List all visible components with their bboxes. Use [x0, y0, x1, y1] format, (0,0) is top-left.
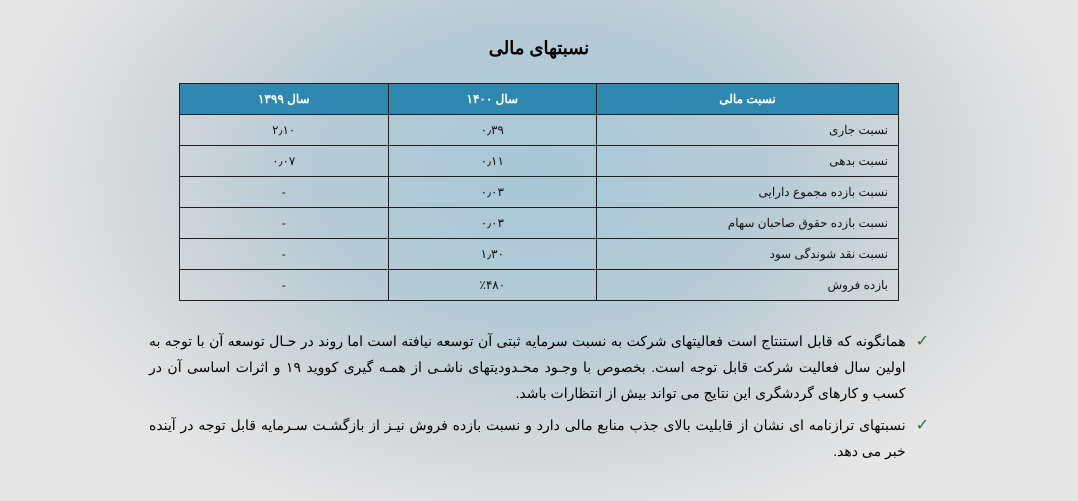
cell-y1399: -: [180, 239, 389, 270]
cell-y1399: ۲٫۱۰: [180, 115, 389, 146]
table-row: بازده فروش ٪۴۸۰ -: [180, 270, 899, 301]
table-row: نسبت بازده مجموع دارایی ۰٫۰۳ -: [180, 177, 899, 208]
ratios-table-wrap: نسبت مالی سال ۱۴۰۰ سال ۱۳۹۹ نسبت جاری ۰٫…: [179, 83, 899, 301]
table-row: نسبت جاری ۰٫۳۹ ۲٫۱۰: [180, 115, 899, 146]
bullet-item: ✓ همانگونه که قابل استنتاج است فعالیتهای…: [149, 329, 929, 407]
col-header-y1399: سال ۱۳۹۹: [180, 84, 389, 115]
cell-y1400: ۰٫۱۱: [388, 146, 597, 177]
cell-y1399: ۰٫۰۷: [180, 146, 389, 177]
cell-y1400: ۰٫۰۳: [388, 177, 597, 208]
ratios-table: نسبت مالی سال ۱۴۰۰ سال ۱۳۹۹ نسبت جاری ۰٫…: [179, 83, 899, 301]
cell-ratio-name: نسبت جاری: [597, 115, 899, 146]
table-header: نسبت مالی سال ۱۴۰۰ سال ۱۳۹۹: [180, 84, 899, 115]
cell-y1400: ۰٫۰۳: [388, 208, 597, 239]
bullet-item: ✓ نسبتهای ترازنامه ای نشان از قابلیت بال…: [149, 413, 929, 465]
cell-ratio-name: نسبت بازده مجموع دارایی: [597, 177, 899, 208]
cell-y1399: -: [180, 177, 389, 208]
cell-ratio-name: بازده فروش: [597, 270, 899, 301]
checkmark-icon: ✓: [916, 331, 929, 351]
table-body: نسبت جاری ۰٫۳۹ ۲٫۱۰ نسبت بدهی ۰٫۱۱ ۰٫۰۷ …: [180, 115, 899, 301]
page-title: نسبتهای مالی: [0, 38, 1078, 59]
cell-ratio-name: نسبت بدهی: [597, 146, 899, 177]
cell-y1400: ۰٫۳۹: [388, 115, 597, 146]
cell-y1400: ٪۴۸۰: [388, 270, 597, 301]
cell-ratio-name: نسبت بازده حقوق صاحبان سهام: [597, 208, 899, 239]
cell-y1400: ۱٫۳۰: [388, 239, 597, 270]
bullet-text: نسبتهای ترازنامه ای نشان از قابلیت بالای…: [149, 413, 906, 465]
col-header-ratio: نسبت مالی: [597, 84, 899, 115]
bullet-text: همانگونه که قابل استنتاج است فعالیتهای ش…: [149, 329, 906, 407]
table-row: نسبت بازده حقوق صاحبان سهام ۰٫۰۳ -: [180, 208, 899, 239]
cell-y1399: -: [180, 270, 389, 301]
cell-y1399: -: [180, 208, 389, 239]
col-header-y1400: سال ۱۴۰۰: [388, 84, 597, 115]
table-row: نسبت نقد شوندگی سود ۱٫۳۰ -: [180, 239, 899, 270]
checkmark-icon: ✓: [916, 415, 929, 435]
analysis-paragraphs: ✓ همانگونه که قابل استنتاج است فعالیتهای…: [149, 329, 929, 464]
page: نسبتهای مالی نسبت مالی سال ۱۴۰۰ سال ۱۳۹۹…: [0, 0, 1078, 501]
table-row: نسبت بدهی ۰٫۱۱ ۰٫۰۷: [180, 146, 899, 177]
cell-ratio-name: نسبت نقد شوندگی سود: [597, 239, 899, 270]
